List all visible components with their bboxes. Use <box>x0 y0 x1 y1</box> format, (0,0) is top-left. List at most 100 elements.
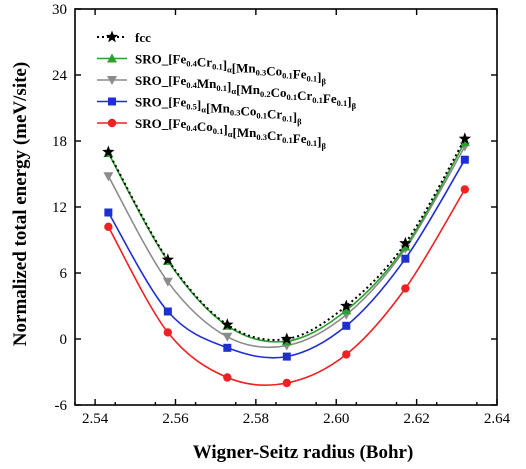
data-point <box>162 277 173 287</box>
legend-label-part: SRO_[Fe <box>135 95 187 110</box>
legend-label: fcc <box>135 30 151 45</box>
y-tick-label: 30 <box>52 2 67 18</box>
legend-label-part: Cr <box>197 55 212 70</box>
legend-label-part: β <box>321 141 326 151</box>
legend-label-part: ] <box>227 79 231 94</box>
x-tick-label: 2.60 <box>323 411 349 427</box>
legend-label-part: 0.3 <box>256 68 267 78</box>
legend-item: SRO_[Fe0.4Cr0.1]α[Mn0.3Co0.1Fe0.1]β <box>97 52 326 87</box>
data-point <box>401 254 410 263</box>
legend-label-part: Co <box>197 119 213 134</box>
legend-label-part: β <box>321 77 326 87</box>
legend-label-part: ] <box>293 110 297 125</box>
legend-label-part: α <box>228 129 233 139</box>
legend-label-part: 0.3 <box>230 108 241 118</box>
legend-marker <box>105 30 119 43</box>
data-point <box>399 236 412 249</box>
legend-marker <box>107 53 117 63</box>
legend-label-part: Co <box>266 64 282 79</box>
legend-label-part: ] <box>317 134 321 149</box>
x-tick-label: 2.56 <box>162 411 189 427</box>
data-point <box>460 185 470 194</box>
legend-label: SRO_[Fe0.5]α[Mn0.3Co0.1Cr0.1]β <box>135 95 302 127</box>
legend-label-part: fcc <box>135 30 151 45</box>
legend-label-part: Co <box>240 104 256 119</box>
legend-label-part: SRO_[Fe <box>135 73 187 88</box>
x-axis-label: Wigner-Seitz radius (Bohr) <box>193 442 414 463</box>
data-point <box>282 352 291 361</box>
legend-label: SRO_[Fe0.4Mn0.1]α[Mn0.2Co0.1Cr0.1Fe0.1]β <box>135 73 357 111</box>
legend-marker <box>107 76 117 85</box>
legend-label-part: [Mn <box>232 61 257 76</box>
legend-label-part: α <box>231 86 236 96</box>
series-line <box>107 141 466 343</box>
legend-label-part: 0.1 <box>286 92 297 102</box>
legend-label-part: ] <box>197 98 201 113</box>
legend-label-part: 0.2 <box>260 89 271 99</box>
legend-label-part: 0.1 <box>216 83 227 93</box>
legend-label-part: 0.1 <box>307 138 318 148</box>
legend-label-part: 0.1 <box>282 114 293 124</box>
legend-label-part: 0.1 <box>307 74 318 84</box>
data-point <box>104 222 113 231</box>
legend-label-part: 0.1 <box>282 135 293 145</box>
legend-label: SRO_[Fe0.4Co0.1]α[Mn0.3Cr0.1Fe0.1]β <box>135 116 326 151</box>
legend-label-part: Mn <box>197 76 217 91</box>
x-tick-label: 2.54 <box>82 411 109 427</box>
y-tick-label: 6 <box>60 266 68 282</box>
x-tick-label: 2.58 <box>243 411 269 427</box>
legend-marker <box>108 97 116 106</box>
series-0 <box>102 132 472 345</box>
series-4 <box>104 185 470 388</box>
legend-label-part: Cr <box>267 128 282 143</box>
x-tick-label: 2.62 <box>403 411 429 427</box>
series-line <box>107 159 466 359</box>
legend-item: fcc <box>97 30 151 45</box>
data-point <box>342 350 351 359</box>
series-line <box>107 146 466 349</box>
legend-item: SRO_[Fe0.4Mn0.1]α[Mn0.2Co0.1Cr0.1Fe0.1]β <box>97 73 357 111</box>
legend-label-part: 0.4 <box>186 59 197 69</box>
data-point <box>161 253 175 266</box>
y-tick-label: -6 <box>55 398 68 414</box>
legend-marker <box>107 118 117 128</box>
legend-label-part: 0.1 <box>337 98 348 108</box>
data-point <box>459 137 470 147</box>
legend-label-part: ] <box>347 94 351 109</box>
legend-label-part: β <box>352 101 357 111</box>
data-point <box>103 172 114 182</box>
data-point <box>222 332 233 342</box>
legend-label-part: Fe <box>293 67 307 82</box>
data-point <box>163 307 172 316</box>
data-point <box>342 321 351 330</box>
legend-label-part: α <box>201 105 206 115</box>
legend-label-part: 0.4 <box>186 123 197 133</box>
legend: fccSRO_[Fe0.4Cr0.1]α[Mn0.3Co0.1Fe0.1]βSR… <box>97 30 357 151</box>
x-tick-label: 2.64 <box>484 411 511 427</box>
legend-label-part: Co <box>271 85 287 100</box>
legend-label-part: ] <box>223 122 227 137</box>
legend-label: SRO_[Fe0.4Cr0.1]α[Mn0.3Co0.1Fe0.1]β <box>135 52 326 87</box>
legend-label-part: 0.4 <box>186 80 197 90</box>
legend-label-part: 0.1 <box>213 126 224 136</box>
data-point <box>280 332 293 345</box>
data-point <box>104 208 113 217</box>
data-point <box>458 132 472 145</box>
legend-label-part: 0.3 <box>256 132 267 142</box>
legend-label-part: β <box>297 117 302 127</box>
legend-label-part: Cr <box>267 107 282 122</box>
plot-area: 2.54 2.56 2.58 2.60 2.62 2.64 -6 0 6 12 18 24 30 fcc S… <box>52 2 511 427</box>
data-point <box>400 241 411 251</box>
legend-label-part: [Mn <box>236 82 261 97</box>
legend-label-part: 0.5 <box>186 102 197 112</box>
legend-label-part: [Mn <box>206 101 231 116</box>
data-point <box>102 145 115 158</box>
data-point <box>221 318 234 330</box>
data-point <box>341 305 352 315</box>
legend-label-part: 0.1 <box>282 71 293 81</box>
y-tick-label: 0 <box>60 332 68 348</box>
legend-item: SRO_[Fe0.4Co0.1]α[Mn0.3Cr0.1Fe0.1]β <box>97 116 326 151</box>
legend-label-part: ] <box>223 58 227 73</box>
data-point <box>340 299 353 312</box>
